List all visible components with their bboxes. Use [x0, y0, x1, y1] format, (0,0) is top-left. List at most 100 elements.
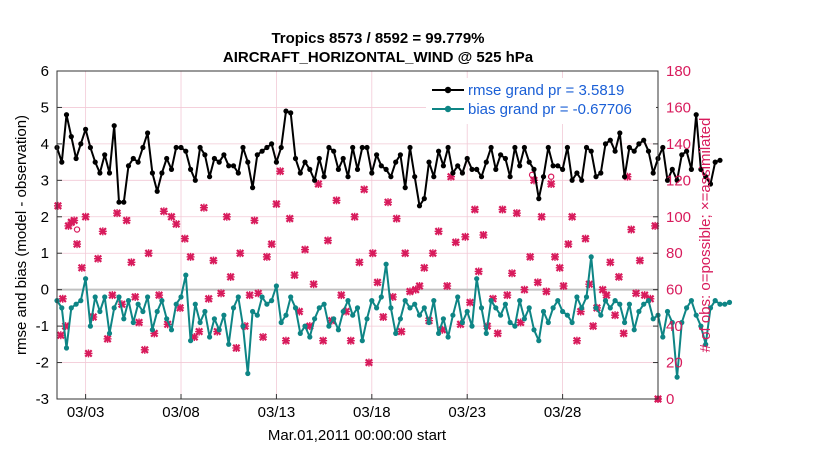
bias-point	[402, 298, 408, 304]
rmse-point	[188, 166, 194, 172]
rmse-point	[283, 108, 289, 114]
bias-point	[502, 301, 508, 307]
rmse-point	[560, 166, 566, 172]
rmse-point	[483, 159, 489, 165]
bias-point	[321, 301, 327, 307]
obs-assimilated-point	[346, 336, 355, 345]
rmse-point	[645, 148, 652, 154]
right-axis-label: # of obs: o=possible; ×=assimilated	[697, 118, 714, 353]
rmse-point	[116, 199, 122, 205]
rmse-point	[230, 163, 237, 169]
y-right-tick-label: 0	[666, 391, 674, 408]
obs-assimilated-point	[56, 331, 65, 340]
obs-assimilated-point	[550, 252, 559, 261]
obs-assimilated-point	[401, 249, 410, 258]
bias-point	[63, 345, 70, 351]
obs-assimilated-point	[180, 234, 189, 243]
bias-point	[164, 316, 170, 322]
bias-point	[445, 334, 451, 340]
bias-point	[354, 305, 361, 311]
obs-assimilated-point	[434, 227, 443, 236]
chart-title-line2: AIRCRAFT_HORIZONTAL_WIND @ 525 hPa	[223, 49, 534, 66]
rmse-point	[245, 159, 251, 165]
bias-point	[87, 323, 93, 329]
rmse-point	[464, 155, 470, 162]
bias-point	[240, 323, 246, 329]
bias-point	[159, 298, 165, 304]
bias-point	[145, 294, 151, 300]
bias-point	[426, 319, 432, 326]
bias-point	[588, 254, 594, 260]
y-left-tick-label: 1	[41, 245, 49, 262]
bias-point	[269, 298, 275, 304]
rmse-point	[455, 163, 461, 169]
bias-point	[207, 334, 213, 340]
bias-point	[722, 301, 728, 307]
rmse-point	[168, 166, 175, 172]
obs-assimilated-point	[70, 216, 79, 225]
obs-assimilated-point	[222, 212, 231, 221]
bias-point	[130, 319, 136, 326]
rmse-point	[326, 144, 332, 151]
rmse-point	[68, 134, 74, 140]
bias-point	[364, 316, 370, 322]
obs-assimilated-point	[262, 252, 271, 261]
rmse-point	[521, 144, 528, 151]
rmse-point	[531, 166, 537, 172]
obs-assimilated-point	[73, 240, 82, 249]
rmse-point	[221, 152, 227, 158]
bias-point	[230, 305, 237, 311]
rmse-point	[698, 166, 704, 172]
bias-point	[545, 319, 551, 326]
bias-point	[440, 316, 446, 322]
bias-point	[73, 301, 79, 307]
rmse-point	[240, 144, 246, 151]
rmse-point	[598, 170, 604, 176]
bias-point	[569, 319, 575, 326]
bias-point	[340, 308, 346, 315]
bias-point	[474, 276, 480, 282]
obs-assimilated-point	[479, 231, 488, 239]
obs-assimilated-point	[364, 358, 373, 367]
obs-assimilated-point	[236, 249, 245, 258]
bias-point	[297, 330, 303, 336]
bias-point	[493, 305, 499, 311]
bias-point	[669, 319, 675, 326]
bias-point	[259, 294, 265, 300]
bias-point	[679, 319, 685, 326]
bias-point	[278, 319, 284, 326]
rmse-point	[631, 148, 637, 154]
bias-point	[226, 341, 232, 347]
obs-assimilated-point	[542, 287, 551, 296]
bias-point	[645, 298, 652, 304]
bias-point	[202, 308, 208, 315]
rmse-point	[359, 144, 365, 151]
bias-point	[521, 316, 528, 322]
obs-assimilated-point	[259, 333, 268, 342]
obs-assimilated-point	[309, 280, 318, 289]
bias-point	[564, 312, 571, 318]
rmse-point	[288, 110, 294, 116]
y-right-tick-label: 80	[666, 245, 683, 262]
bias-point	[125, 298, 132, 304]
bias-point	[512, 323, 518, 329]
rmse-point	[235, 170, 241, 176]
bias-point	[283, 312, 289, 318]
obs-assimilated-point	[611, 311, 620, 320]
rmse-point	[149, 170, 155, 176]
obs-assimilated-point	[474, 267, 483, 276]
obs-assimilated-point	[319, 336, 328, 345]
bias-point	[374, 305, 380, 311]
rmse-point	[278, 144, 284, 151]
bias-point	[83, 276, 89, 282]
x-tick-label: 03/03	[67, 404, 105, 421]
data-layer	[53, 108, 733, 403]
rmse-point	[569, 177, 575, 183]
obs-assimilated-point	[428, 249, 437, 258]
y-right-tick-label: 180	[666, 63, 691, 80]
bias-point	[717, 301, 723, 307]
rmse-point	[354, 166, 361, 172]
bias-point	[369, 298, 375, 304]
bias-point	[726, 299, 733, 305]
bias-point	[517, 298, 523, 304]
